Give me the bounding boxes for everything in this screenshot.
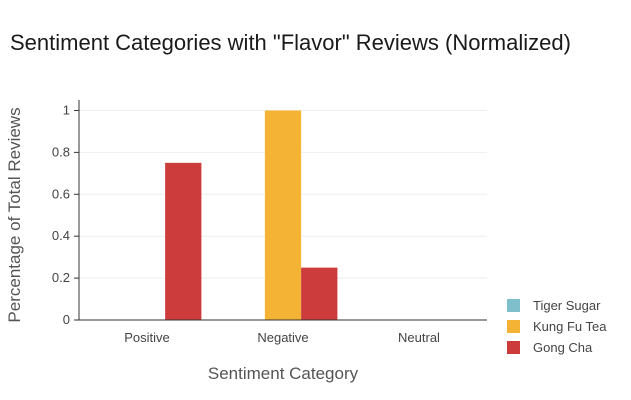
x-tick-label: Negative bbox=[257, 330, 308, 345]
y-tick-label: 0 bbox=[63, 312, 70, 327]
bars bbox=[165, 110, 338, 320]
y-tick-label: 0.2 bbox=[52, 270, 70, 285]
y-tick-label: 1 bbox=[63, 102, 70, 117]
x-tick-label: Positive bbox=[124, 330, 170, 345]
legend-label: Gong Cha bbox=[533, 340, 593, 355]
y-tick-label: 0.8 bbox=[52, 144, 70, 159]
x-axis-title: Sentiment Category bbox=[208, 364, 359, 383]
legend: Tiger Sugar Kung Fu Tea Gong Cha bbox=[507, 298, 607, 355]
legend-swatch bbox=[507, 299, 520, 312]
legend-swatch bbox=[507, 341, 520, 354]
bar-kung-fu-tea-negative bbox=[264, 110, 302, 320]
y-tick-label: 0.6 bbox=[52, 186, 70, 201]
bar-gong-cha-positive bbox=[165, 162, 202, 320]
legend-swatch bbox=[507, 320, 520, 333]
legend-label: Kung Fu Tea bbox=[533, 319, 607, 334]
bar-gong-cha-negative bbox=[301, 267, 338, 320]
axes: 0 0.2 0.4 0.6 0.8 1 Positive Negative Neutral bbox=[52, 100, 487, 345]
y-axis-title: Percentage of Total Reviews bbox=[5, 107, 24, 322]
y-tick-label: 0.4 bbox=[52, 228, 70, 243]
legend-label: Tiger Sugar bbox=[533, 298, 601, 313]
x-tick-label: Neutral bbox=[398, 330, 440, 345]
chart-title: Sentiment Categories with "Flavor" Revie… bbox=[10, 30, 571, 55]
